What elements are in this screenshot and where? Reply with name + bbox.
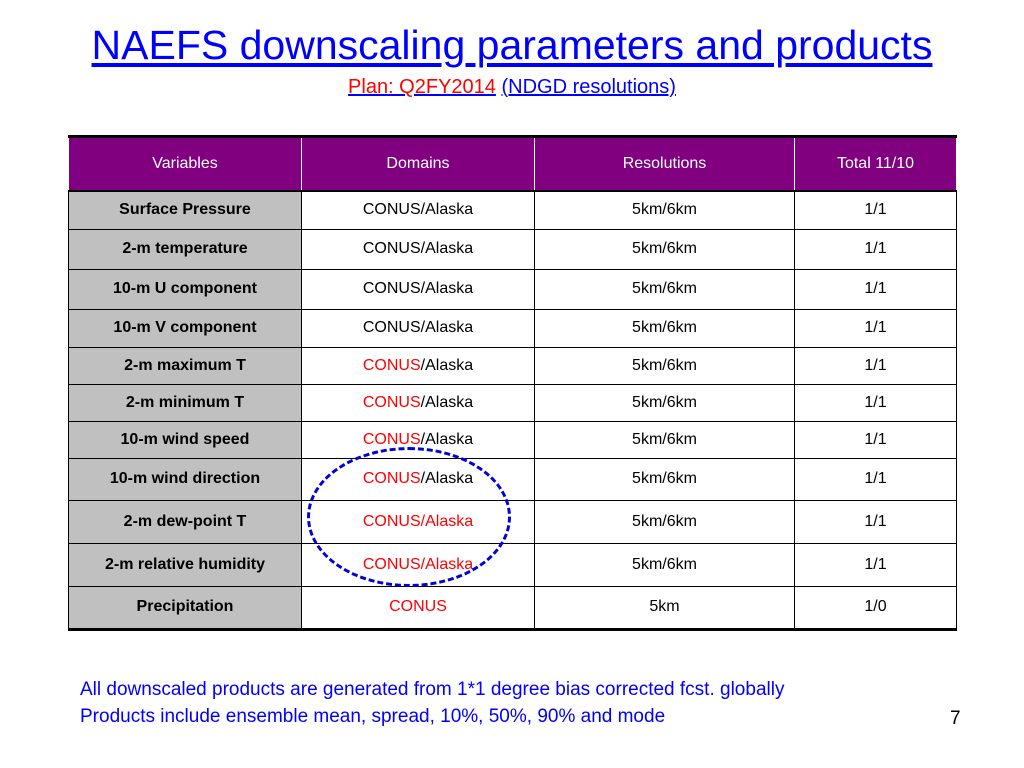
header-total: Total 11/10 [794,136,957,192]
domain-cell: CONUS/Alaska [301,308,535,348]
total-cell: 1/1 [794,308,957,348]
table-row: Precipitation CONUS 5km 1/0 [68,585,957,630]
note-line: All downscaled products are generated fr… [80,679,785,700]
domain-primary: CONUS [362,393,421,411]
domain-cell: CONUS/Alaska [301,228,535,270]
resolution-cell: 5km/6km [534,499,795,544]
domain-cell: CONUS/Alaska [301,542,535,587]
resolution-cell: 5km/6km [534,346,795,385]
variable-cell: 10-m U component [68,268,302,310]
total-cell: 1/1 [794,499,957,544]
variable-cell: Surface Pressure [68,190,302,230]
domain-primary: CONUS [362,319,421,336]
total-cell: 1/1 [794,268,957,310]
total-cell: 1/1 [794,542,957,587]
table-body: Surface Pressure CONUS/Alaska 5km/6km 1/1 2-… [68,190,957,630]
table-row: 10-m wind speed CONUS/Alaska 5km/6km 1/1 [68,420,957,459]
resolution-cell: 5km/6km [534,190,795,230]
domain-secondary: /Alaska [420,356,474,374]
variable-cell: 2-m dew-point T [68,499,302,544]
domain-primary: CONUS [362,201,421,219]
table-row: 2-m maximum T CONUS/Alaska 5km/6km 1/1 [68,346,957,385]
total-cell: 1/1 [794,457,957,501]
domain-primary: CONUS [362,430,421,448]
table-row: 2-m relative humidity CONUS/Alaska 5km/6km… [68,542,957,587]
header-domains: Domains [301,136,535,192]
page-number: 7 [950,708,961,729]
variable-cell: 2-m minimum T [68,383,302,422]
domain-cell: CONUS/Alaska [301,499,535,544]
domain-primary: CONUS [362,280,421,297]
resolution-note: (NDGD resolutions) [501,76,676,98]
domain-cell: CONUS/Alaska [301,268,535,310]
domain-primary: CONUS [389,598,447,615]
table-row: 2-m minimum T CONUS/Alaska 5km/6km 1/1 [68,383,957,422]
resolution-cell: 5km [534,585,795,630]
resolution-cell: 5km/6km [534,308,795,348]
resolution-cell: 5km/6km [534,457,795,501]
variable-cell: 10-m V component [68,308,302,348]
variable-cell: 10-m wind direction [68,457,302,501]
domain-primary: CONUS [362,555,421,573]
total-cell: 1/0 [794,585,957,630]
resolution-cell: 5km/6km [534,542,795,587]
domain-secondary: /Alaska [420,470,474,487]
domain-secondary: /Alaska [420,555,474,573]
domain-cell: CONUS/Alaska [301,190,535,230]
note-line: Products include ensemble mean, spread, … [80,706,666,727]
header-variables: Variables [68,136,302,192]
total-cell: 1/1 [794,346,957,385]
slide-subtitle: Plan: Q2FY2014 (NDGD resolutions) [0,76,1024,99]
domain-secondary: /Alaska [420,280,474,297]
variable-cell: 2-m relative humidity [68,542,302,587]
domain-secondary: /Alaska [420,240,474,257]
table-row: 10-m wind direction CONUS/Alaska 5km/6km 1/… [68,457,957,501]
domain-cell: CONUS/Alaska [301,457,535,501]
slide-title: NAEFS downscaling parameters and product… [91,22,933,68]
total-cell: 1/1 [794,190,957,230]
table-row: 10-m U component CONUS/Alaska 5km/6km 1/1 [68,268,957,310]
resolution-cell: 5km/6km [534,420,795,459]
header-resolutions: Resolutions [534,136,795,192]
total-cell: 1/1 [794,383,957,422]
total-cell: 1/1 [794,228,957,270]
resolution-cell: 5km/6km [534,383,795,422]
domain-secondary: /Alaska [420,393,474,411]
table-row: 2-m temperature CONUS/Alaska 5km/6km 1/1 [68,228,957,270]
domain-secondary: /Alaska [420,319,474,336]
table-header-row: Variables Domains Resolutions Total 11/1… [68,136,957,192]
variable-cell: 10-m wind speed [68,420,302,459]
domain-secondary: /Alaska [420,201,474,219]
domain-secondary: /Alaska [420,512,474,530]
table-row: 10-m V component CONUS/Alaska 5km/6km 1/1 [68,308,957,348]
domain-primary: CONUS [362,356,421,374]
variable-cell: Precipitation [68,585,302,630]
variable-cell: 2-m temperature [68,228,302,270]
resolution-cell: 5km/6km [534,268,795,310]
total-cell: 1/1 [794,420,957,459]
domain-primary: CONUS [362,512,421,530]
notes-block: All downscaled products are generated fr… [80,676,784,730]
domain-cell: CONUS [301,585,535,630]
table-row: 2-m dew-point T CONUS/Alaska 5km/6km 1/1 [68,499,957,544]
variable-cell: 2-m maximum T [68,346,302,385]
parameters-table: Variables Domains Resolutions Total 11/1… [68,135,957,631]
domain-secondary: /Alaska [420,430,474,448]
table-row: Surface Pressure CONUS/Alaska 5km/6km 1/1 [68,190,957,230]
resolution-cell: 5km/6km [534,228,795,270]
domain-cell: CONUS/Alaska [301,420,535,459]
domain-cell: CONUS/Alaska [301,383,535,422]
domain-primary: CONUS [362,470,421,487]
domain-primary: CONUS [362,240,421,257]
plan-label: Plan: Q2FY2014 [348,76,496,98]
domain-cell: CONUS/Alaska [301,346,535,385]
